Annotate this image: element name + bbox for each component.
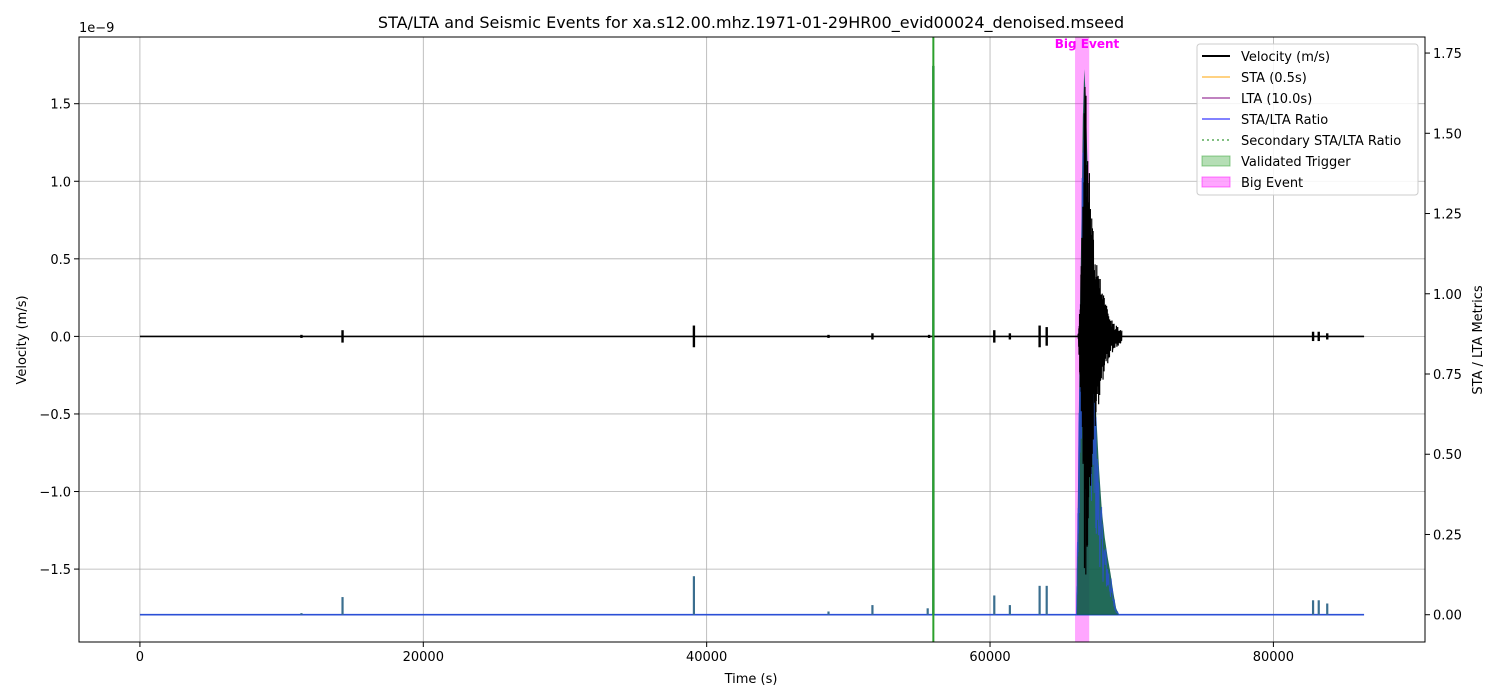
x-axis-label: Time (s): [724, 672, 778, 687]
y-right-tick-label: 1.00: [1433, 288, 1462, 303]
x-tick-label: 40000: [686, 650, 727, 665]
velocity-layer: [139, 86, 1365, 575]
y-left-tick-label: −1.5: [39, 563, 71, 578]
legend-label: Secondary STA/LTA Ratio: [1241, 134, 1401, 149]
y-left-axis-label: Velocity (m/s): [15, 295, 30, 384]
y-left-axis-ticks: −1.5 −1.0 −0.5 0.0 0.5 1.0 1.5: [39, 98, 79, 578]
chart-title: STA/LTA and Seismic Events for xa.s12.00…: [378, 13, 1124, 33]
y-right-axis-ticks: 0.00 0.25 0.50 0.75 1.00 1.25 1.50 1.75: [1425, 47, 1462, 624]
x-tick-label: 60000: [969, 650, 1010, 665]
x-tick-label: 20000: [403, 650, 444, 665]
sta-lta-ratio-layer: [139, 65, 1365, 616]
x-tick-label: 80000: [1253, 650, 1294, 665]
big-event-label: Big Event: [1055, 37, 1120, 51]
legend-label: STA/LTA Ratio: [1241, 113, 1328, 128]
legend-label: Velocity (m/s): [1241, 50, 1330, 65]
legend-frame: [1196, 43, 1419, 196]
y-left-tick-label: 0.0: [50, 330, 71, 345]
y-right-axis-label: STA / LTA Metrics: [1471, 285, 1486, 395]
y-left-tick-label: 1.0: [50, 175, 71, 190]
y-left-tick-label: 0.5: [50, 253, 71, 268]
legend-label: STA (0.5s): [1241, 71, 1307, 86]
y-right-tick-label: 0.50: [1433, 448, 1462, 463]
y-left-tick-label: 1.5: [50, 98, 71, 113]
velocity-big-event-trace: [1077, 86, 1123, 575]
legend-label: LTA (10.0s): [1241, 92, 1312, 107]
x-tick-label: 0: [136, 650, 144, 665]
y-right-tick-label: 0.00: [1433, 609, 1462, 624]
y-right-tick-label: 1.50: [1433, 127, 1462, 142]
y-left-offset-label: 1e−9: [79, 21, 114, 36]
y-right-tick-label: 0.75: [1433, 368, 1462, 383]
x-axis-ticks: 0 20000 40000 60000 80000: [136, 642, 1294, 665]
legend-label: Validated Trigger: [1241, 155, 1351, 170]
y-right-tick-label: 1.75: [1433, 47, 1462, 62]
legend-label: Big Event: [1241, 176, 1303, 191]
legend-swatch: [1201, 176, 1231, 188]
y-right-tick-label: 0.25: [1433, 528, 1462, 543]
y-right-tick-label: 1.25: [1433, 208, 1462, 223]
axes-frame: [78, 36, 1426, 643]
legend: Velocity (m/s) STA (0.5s) LTA (10.0s) STA/L…: [1196, 43, 1419, 196]
y-left-tick-label: −1.0: [39, 486, 71, 501]
legend-swatch: [1201, 155, 1231, 167]
y-left-tick-label: −0.5: [39, 408, 71, 423]
